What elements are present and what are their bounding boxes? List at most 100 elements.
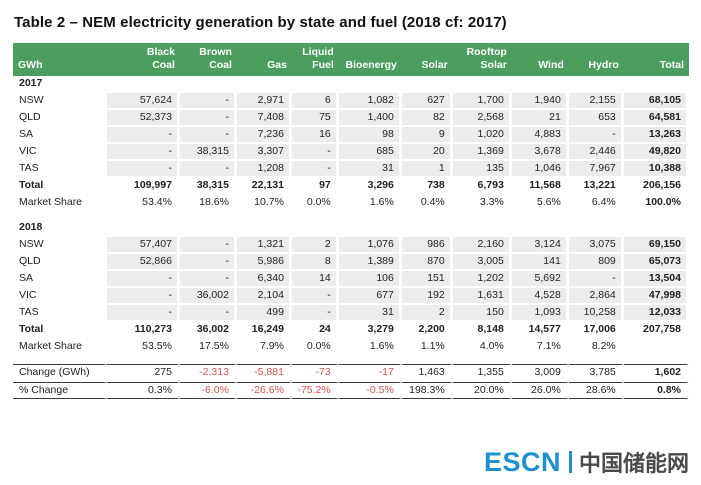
value-cell: 6 bbox=[291, 93, 339, 110]
table-body: 2017 NSW 57,624-2,971 6 1,082 627 1,700 1,940 2,… bbox=[13, 76, 689, 399]
value-cell: 13,221 bbox=[568, 178, 624, 195]
value-cell: 31 bbox=[338, 161, 402, 178]
logo-divider-bar bbox=[568, 451, 572, 473]
value-cell: 1,202 bbox=[452, 271, 512, 288]
value-cell bbox=[511, 76, 569, 93]
value-cell: - bbox=[179, 93, 237, 110]
table-row-2017: 2017 bbox=[13, 76, 689, 93]
value-cell: 8,148 bbox=[452, 322, 512, 339]
table-row-change: % Change 0.3% -6.0% -26.6% -75.2% -0.5% 198.3%… bbox=[13, 382, 689, 399]
table-row-vic: VIC -38,315 3,307-685 20 1,369 3,678 2,446 49,8… bbox=[13, 144, 689, 161]
table-row-qld: QLD 52,373-7,408 75 1,400 82 2,568 21 653 64,581 bbox=[13, 110, 689, 127]
value-cell: 24 bbox=[291, 322, 339, 339]
value-cell: 2,104 bbox=[236, 288, 292, 305]
value-cell: 627 bbox=[401, 93, 453, 110]
table-row-vic: VIC -36,002 2,104-677 192 1,631 4,528 2,864 47,… bbox=[13, 288, 689, 305]
value-cell: 7,236 bbox=[236, 127, 292, 144]
value-cell: - bbox=[106, 161, 180, 178]
col-header-solar: Solar bbox=[401, 43, 453, 76]
value-cell: 3,785 bbox=[568, 364, 624, 382]
col-header-rooftop-solar: Rooftop Solar bbox=[452, 43, 512, 76]
value-cell: - bbox=[106, 305, 180, 322]
value-cell: 0.3% bbox=[106, 382, 180, 399]
row-label: NSW bbox=[13, 237, 107, 254]
value-cell: 16,249 bbox=[236, 322, 292, 339]
table-row-market-share: Market Share 53.4% 18.6% 10.7% 0.0% 1.6% 0.4% 3… bbox=[13, 195, 689, 212]
table-row-total: Total 110,273 36,002 16,249 24 3,279 2,200 8,14… bbox=[13, 322, 689, 339]
value-cell: - bbox=[106, 271, 180, 288]
value-cell: 5,986 bbox=[236, 254, 292, 271]
table-row-nsw: NSW 57,624-2,971 6 1,082 627 1,700 1,940 2,155 6… bbox=[13, 93, 689, 110]
col-header-total: Total bbox=[623, 43, 689, 76]
value-cell bbox=[236, 220, 292, 237]
row-label: QLD bbox=[13, 254, 107, 271]
value-cell bbox=[623, 76, 689, 93]
value-cell: - bbox=[179, 271, 237, 288]
value-cell: 1,082 bbox=[338, 93, 402, 110]
value-cell bbox=[452, 220, 512, 237]
value-cell: 1.6% bbox=[338, 195, 402, 212]
value-cell: 0.8% bbox=[623, 382, 689, 399]
value-cell: 0.0% bbox=[291, 339, 339, 356]
row-label: SA bbox=[13, 127, 107, 144]
value-cell: 3,307 bbox=[236, 144, 292, 161]
value-cell: 1.6% bbox=[338, 339, 402, 356]
col-header-brown-coal: Brown Coal bbox=[179, 43, 237, 76]
table-row-tas: TAS - -499-31 2 150 1,093 10,258 12,033 bbox=[13, 305, 689, 322]
value-cell: 1,369 bbox=[452, 144, 512, 161]
value-cell: 8 bbox=[291, 254, 339, 271]
value-cell: 6.4% bbox=[568, 195, 624, 212]
table-row-sa: SA - -7,236 16 98 9 1,020 4,883-13,263 bbox=[13, 127, 689, 144]
value-cell: 57,624 bbox=[106, 93, 180, 110]
value-cell: 677 bbox=[338, 288, 402, 305]
spacer-row bbox=[13, 212, 689, 220]
value-cell: 3.3% bbox=[452, 195, 512, 212]
value-cell: 150 bbox=[452, 305, 512, 322]
value-cell: 8.2% bbox=[568, 339, 624, 356]
logo-chinese-text: 中国储能网 bbox=[578, 451, 689, 476]
spacer-row bbox=[13, 356, 689, 364]
value-cell: 12,033 bbox=[623, 305, 689, 322]
row-label: Total bbox=[13, 178, 107, 195]
value-cell bbox=[106, 220, 180, 237]
site-watermark: ESCN 中国储能网 bbox=[484, 446, 689, 478]
col-header-wind: Wind bbox=[511, 43, 569, 76]
value-cell: - bbox=[179, 305, 237, 322]
value-cell: 18.6% bbox=[179, 195, 237, 212]
value-cell: 1,046 bbox=[511, 161, 569, 178]
value-cell: 14,577 bbox=[511, 322, 569, 339]
value-cell: 1,355 bbox=[452, 364, 512, 382]
table-row-2018: 2018 bbox=[13, 220, 689, 237]
table-row-change-gwh: Change (GWh) 275 -2,313 -5,881 -73 -17 1,463 1,… bbox=[13, 364, 689, 382]
value-cell: 38,315 bbox=[179, 144, 237, 161]
value-cell: -6.0% bbox=[179, 382, 237, 399]
row-label: NSW bbox=[13, 93, 107, 110]
value-cell: 64,581 bbox=[623, 110, 689, 127]
row-label: SA bbox=[13, 271, 107, 288]
value-cell: -2,313 bbox=[179, 364, 237, 382]
value-cell: 65,073 bbox=[623, 254, 689, 271]
value-cell: 2,568 bbox=[452, 110, 512, 127]
value-cell: 1,700 bbox=[452, 93, 512, 110]
value-cell: 20.0% bbox=[452, 382, 512, 399]
value-cell: - bbox=[291, 288, 339, 305]
table-row-spacer bbox=[13, 212, 689, 220]
value-cell: - bbox=[106, 144, 180, 161]
value-cell: 53.4% bbox=[106, 195, 180, 212]
value-cell: 1,463 bbox=[401, 364, 453, 382]
value-cell bbox=[623, 220, 689, 237]
value-cell: -73 bbox=[291, 364, 339, 382]
value-cell: 7,408 bbox=[236, 110, 292, 127]
value-cell: 275 bbox=[106, 364, 180, 382]
value-cell: 68,105 bbox=[623, 93, 689, 110]
value-cell: -75.2% bbox=[291, 382, 339, 399]
value-cell: 106 bbox=[338, 271, 402, 288]
value-cell: 53.5% bbox=[106, 339, 180, 356]
row-label: Market Share bbox=[13, 339, 107, 356]
value-cell: 0.4% bbox=[401, 195, 453, 212]
value-cell: 3,279 bbox=[338, 322, 402, 339]
value-cell: 7,967 bbox=[568, 161, 624, 178]
table-row-market-share: Market Share 53.5% 17.5% 7.9% 0.0% 1.6% 1.1% 4.… bbox=[13, 339, 689, 356]
value-cell: 2 bbox=[291, 237, 339, 254]
